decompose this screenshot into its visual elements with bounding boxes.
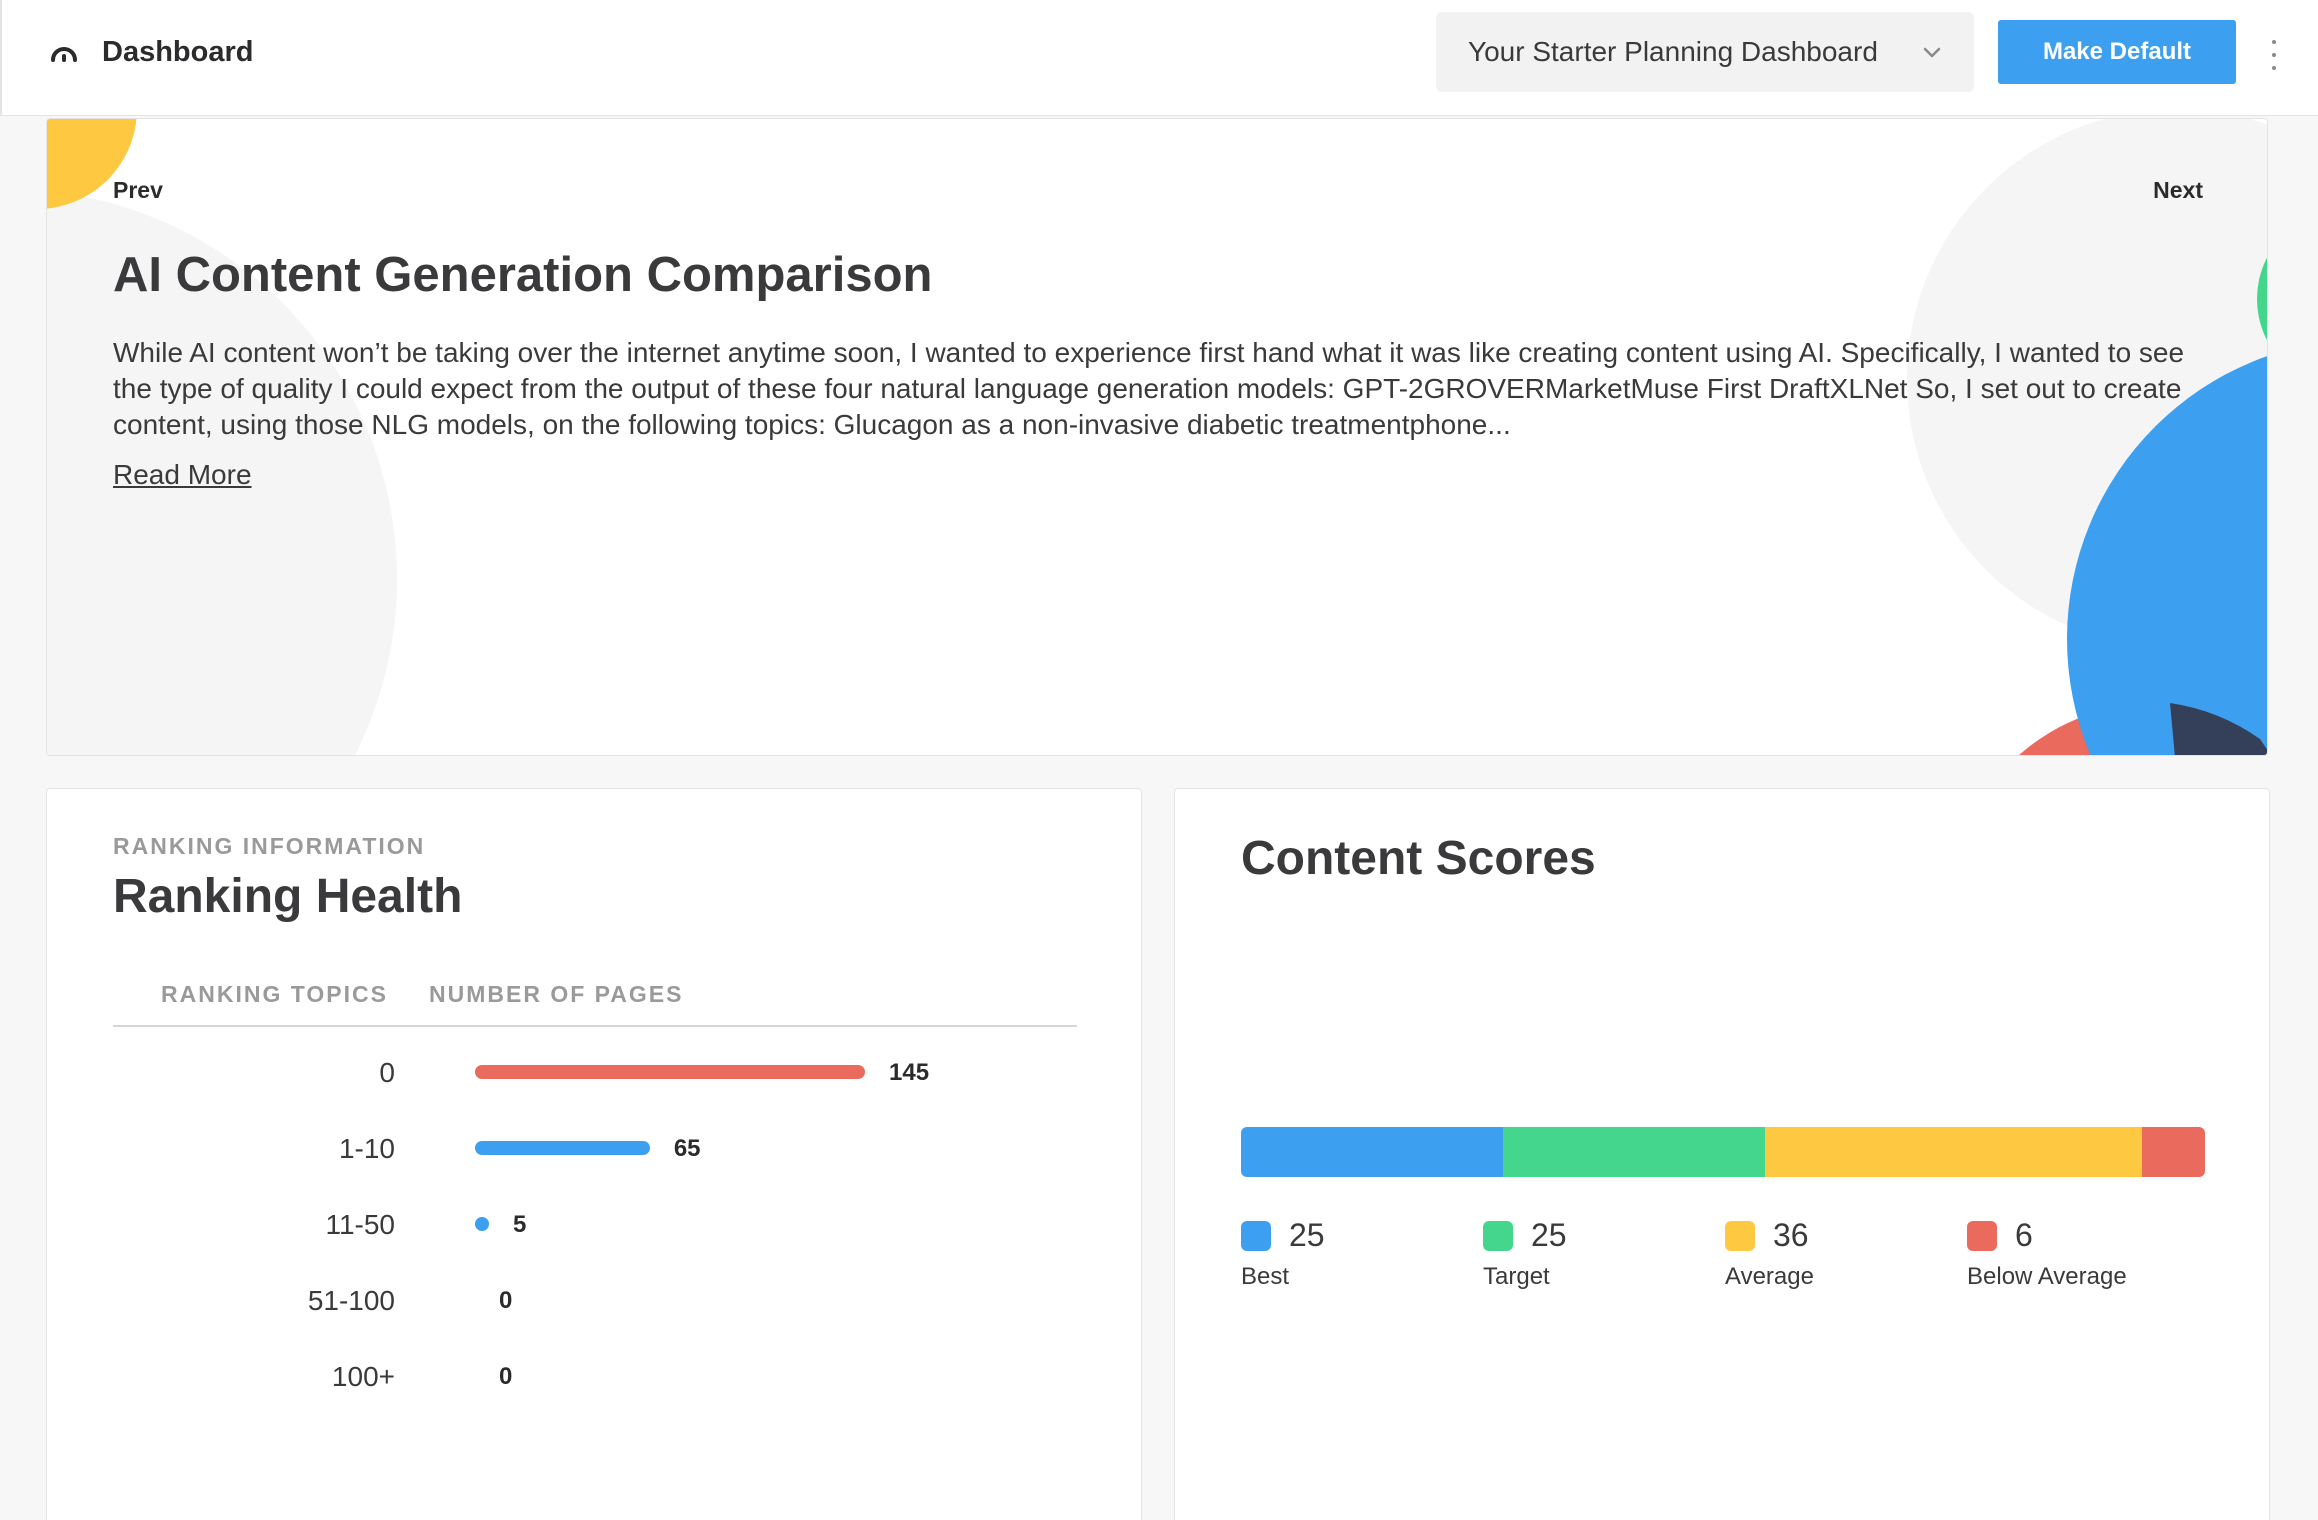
ranking-row-value: 0 [499,1287,513,1314]
chevron-down-icon [1923,47,1941,58]
ranking-title: Ranking Health [113,870,463,923]
dashboard-select-value: Your Starter Planning Dashboard [1468,36,1878,67]
ranking-row-label: 1-10 [338,1133,395,1164]
top-bar: Dashboard Your Starter Planning Dashboar… [0,0,2318,116]
decorative-circles [47,119,2267,755]
legend-swatch [1241,1221,1271,1251]
legend-swatch [1483,1221,1513,1251]
dashboard-select[interactable]: Your Starter Planning Dashboard [1436,12,1974,92]
ranking-row-value: 5 [513,1211,527,1238]
carousel-next-button[interactable]: Next [2153,177,2203,203]
content-scores-title: Content Scores [1241,832,1596,885]
ranking-row-bar [475,1065,865,1079]
ranking-row-label: 11-50 [325,1209,395,1240]
page-title: Dashboard [102,35,254,68]
ranking-eyebrow: RANKING INFORMATION [113,833,426,859]
article-title: AI Content Generation Comparison [113,248,933,302]
legend-label: Best [1241,1263,1290,1290]
legend-label: Target [1483,1263,1550,1290]
kebab-menu-icon[interactable] [2268,40,2280,70]
legend-value: 36 [1773,1217,1809,1253]
gauge-icon [51,47,77,62]
divider [113,1025,1077,1027]
ranking-row: 100+ 0 [113,1349,1077,1425]
ranking-row-bar [475,1141,650,1155]
legend-swatch [1967,1221,1997,1251]
ranking-row-value: 0 [499,1363,513,1390]
article-excerpt: While AI content won’t be taking over th… [113,337,2185,440]
column-header-ranking-topics: RANKING TOPICS [161,981,388,1007]
legend-label: Below Average [1967,1263,2127,1290]
ranking-row-value: 65 [673,1135,701,1162]
ranking-row: 0 145 [113,1045,1077,1121]
read-more-link[interactable]: Read More [113,459,252,490]
ranking-row-label: 0 [379,1057,395,1088]
score-segment-below-average [2142,1127,2205,1177]
column-header-number-of-pages: NUMBER OF PAGES [429,981,684,1007]
legend-label: Average [1725,1263,1814,1290]
brand: Dashboard [46,30,253,74]
legend-value: 25 [1531,1217,1567,1253]
ranking-row: 11-50 5 [113,1197,1077,1273]
content-scores-stacked-bar [1241,1127,2205,1177]
ranking-health-card: RANKING INFORMATION Ranking Health RANKI… [46,788,1142,1520]
make-default-button[interactable]: Make Default [1998,20,2236,84]
article-carousel: Prev Next AI Content Generation Comparis… [46,118,2268,756]
ranking-rows: 0 145 1-10 65 11-50 5 51-100 0 100+ 0 [113,1045,1077,1425]
ranking-row-bar [475,1217,489,1231]
ranking-row-label: 100+ [331,1361,395,1392]
legend-value: 6 [2015,1217,2033,1253]
score-segment-average [1764,1127,2143,1177]
score-segment-best [1241,1127,1503,1177]
carousel-prev-button[interactable]: Prev [113,177,163,203]
legend-swatch [1725,1221,1755,1251]
score-segment-target [1502,1127,1765,1177]
legend-value: 25 [1289,1217,1325,1253]
ranking-row-label: 51-100 [307,1285,395,1316]
ranking-row: 51-100 0 [113,1273,1077,1349]
ranking-row-value: 145 [889,1059,930,1086]
content-scores-card: Content Scores 25 Best 25 Target 36 Aver… [1174,788,2270,1520]
ranking-row: 1-10 65 [113,1121,1077,1197]
